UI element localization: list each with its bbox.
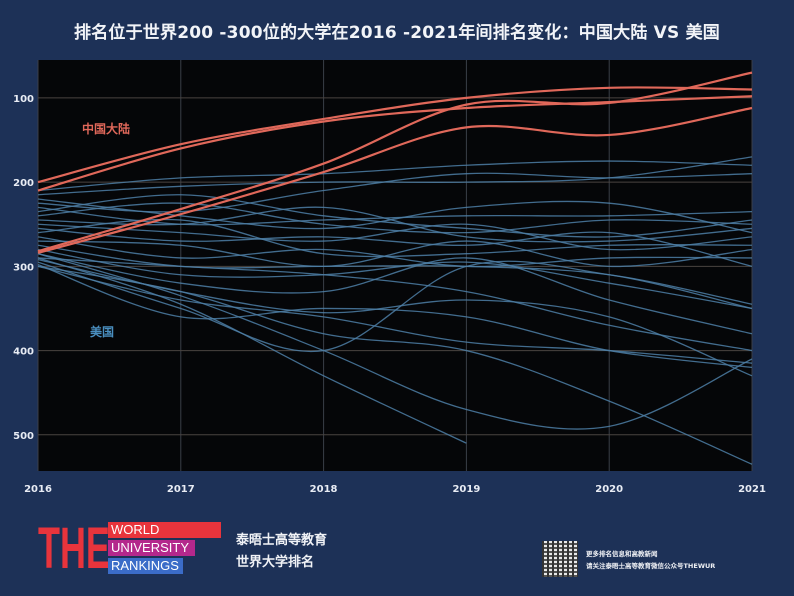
logo-rankings: RANKINGS [108, 558, 183, 574]
series-line-usa [37, 206, 753, 226]
series-line-usa [37, 253, 753, 430]
logo-world: WORLD [108, 522, 221, 538]
qr-code [542, 541, 578, 577]
series-line-usa [37, 160, 753, 192]
annotation-usa: 美国 [90, 324, 114, 339]
series-line-usa [37, 198, 753, 234]
series-line-china [37, 106, 753, 254]
annotation-china: 中国大陆 [82, 121, 130, 136]
the-logo: THE WORLD UNIVERSITY RANKINGS [38, 520, 228, 580]
series-line-china [37, 71, 753, 253]
brand-text: 泰晤士高等教育 世界大学排名 [236, 530, 327, 574]
y-tick-label: 300 [13, 262, 34, 273]
series-line-usa [37, 202, 753, 234]
footnote-line2: 请关注泰晤士高等教育微信公众号THEWUR [586, 562, 716, 570]
series-line-usa [37, 253, 753, 335]
series-line-china [37, 86, 753, 184]
y-tick-label: 200 [13, 178, 34, 189]
series-line-usa [37, 257, 753, 352]
series-line-usa [37, 194, 753, 238]
brand-line1: 泰晤士高等教育 [236, 533, 328, 548]
logo-letters: THE [38, 516, 110, 581]
x-tick-label: 2016 [24, 484, 52, 495]
x-tick-label: 2020 [595, 484, 623, 495]
series-line-usa [37, 156, 753, 196]
chart-title: 排名位于世界200 -300位的大学在2016 -2021年间排名变化：中国大陆… [74, 23, 720, 43]
footnote-line1: 更多排名信息和高教新闻 [586, 550, 658, 558]
series-line-usa [37, 248, 753, 310]
x-tick-label: 2018 [310, 484, 338, 495]
logo-university: UNIVERSITY [108, 540, 195, 556]
series-line-usa [37, 240, 753, 268]
x-tick-label: 2017 [167, 484, 195, 495]
y-tick-label: 400 [13, 347, 34, 358]
x-tick-label: 2019 [452, 484, 480, 495]
x-tick-label: 2021 [738, 484, 766, 495]
y-tick-label: 500 [13, 431, 34, 442]
series-line-usa [37, 265, 753, 465]
line-chart: 2016 2017 2018 2019 2020 2021100200300400500 … [13, 60, 766, 495]
y-tick-label: 100 [13, 94, 34, 105]
footnote: 更多排名信息和高教新闻 请关注泰晤士高等教育微信公众号THEWUR [586, 548, 715, 572]
series-line-usa [37, 264, 753, 369]
series-line-usa [37, 223, 753, 251]
brand-line2: 世界大学排名 [236, 555, 315, 570]
